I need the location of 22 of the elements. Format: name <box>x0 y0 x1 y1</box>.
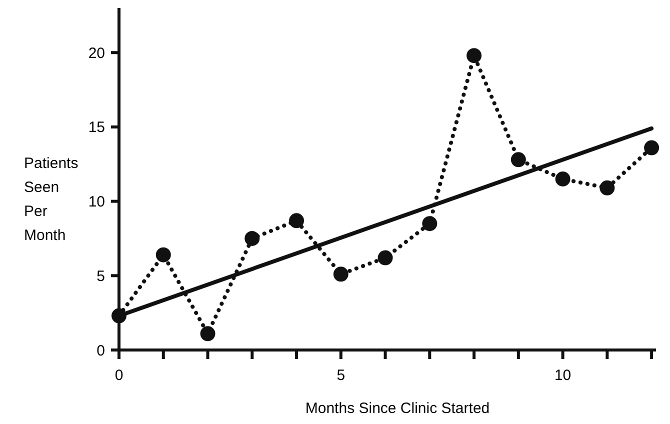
point <box>555 172 570 186</box>
x-axis-title: Months Since Clinic Started <box>305 400 490 417</box>
y-tick-label: 10 <box>88 194 105 211</box>
x-tick-label: 10 <box>554 367 572 384</box>
point <box>466 48 482 64</box>
x-tick-label: 5 <box>336 367 346 384</box>
point <box>600 180 615 196</box>
point <box>644 140 660 156</box>
y-tick-label: 0 <box>96 342 105 360</box>
y-tick-label: 5 <box>96 268 105 285</box>
point <box>156 247 171 262</box>
point <box>510 152 526 168</box>
x-tick-label: 0 <box>114 367 124 384</box>
y-tick-label: 15 <box>88 119 105 136</box>
point <box>289 213 304 228</box>
point <box>422 216 438 232</box>
point <box>378 250 393 266</box>
point <box>244 230 260 246</box>
point <box>200 326 216 342</box>
y-axis-title: Patients Seen Per Month <box>24 155 78 244</box>
y-tick-label: 20 <box>88 44 105 62</box>
point <box>333 266 348 282</box>
